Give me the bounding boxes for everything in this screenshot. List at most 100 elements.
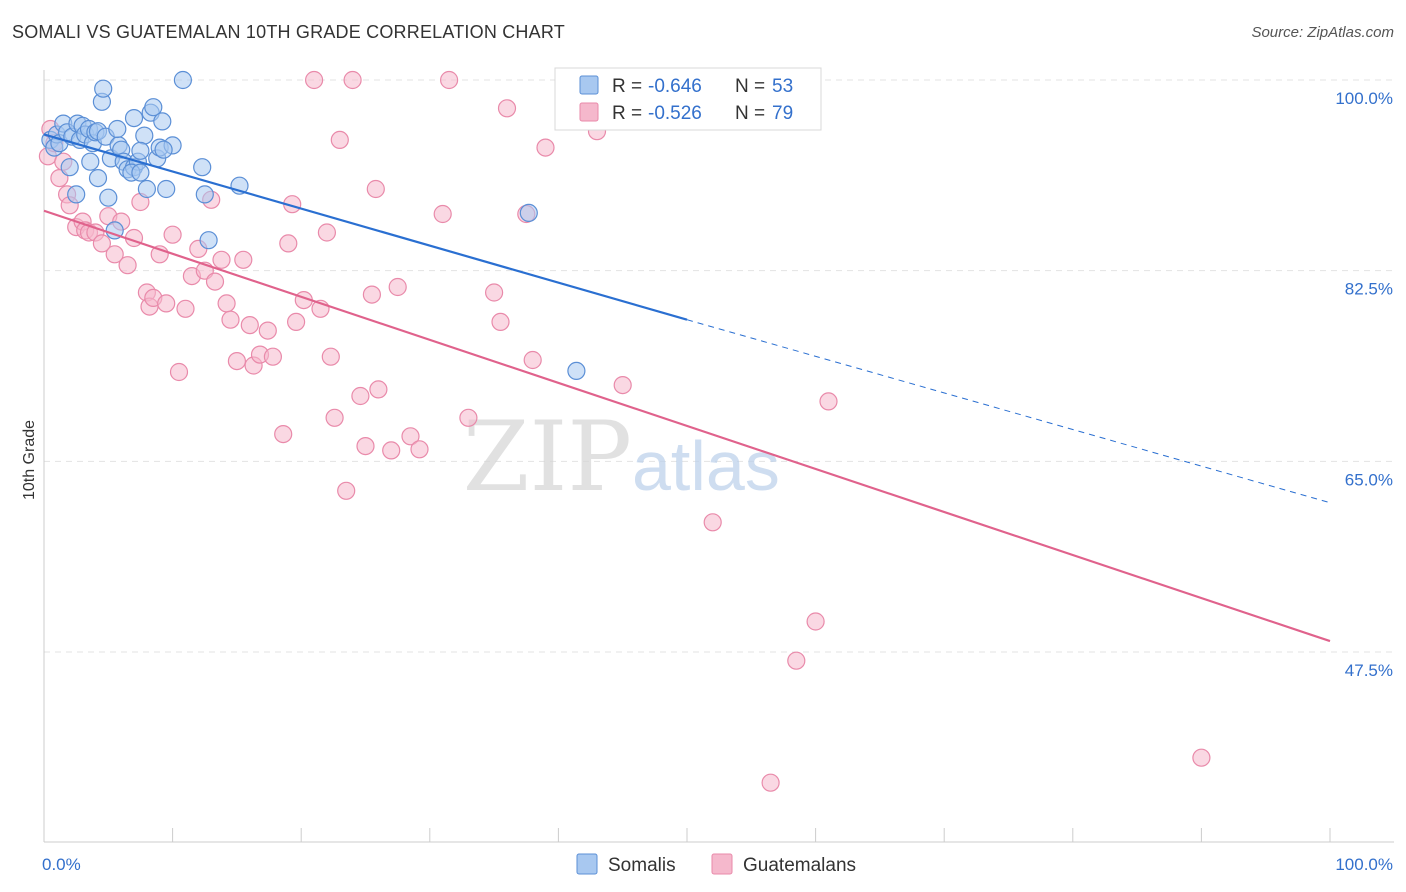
somali-point-42 xyxy=(173,70,192,90)
watermark-zip: ZIP xyxy=(463,401,632,513)
guatemalan-point-74 xyxy=(703,513,722,532)
guatemalan-point-59 xyxy=(369,380,388,399)
trend-guatemalans xyxy=(43,209,1331,643)
somali-point-43 xyxy=(193,158,212,177)
guatemalan-point-32 xyxy=(212,250,231,269)
legend-n-value-somalis: 53 xyxy=(772,76,793,97)
axes xyxy=(43,70,1394,843)
guatemalan-extra-point-0 xyxy=(440,70,459,90)
guatemalan-point-77 xyxy=(787,651,806,670)
x-tick-label-1: 100.0% xyxy=(1335,855,1393,874)
bottom-legend-swatch-somalis xyxy=(576,853,598,875)
guatemalan-point-51 xyxy=(325,408,344,427)
guatemalan-point-64 xyxy=(433,204,452,224)
guatemalan-point-25 xyxy=(169,362,189,382)
guatemalan-point-42 xyxy=(274,425,293,444)
bottom-legend-swatch-guatemalans xyxy=(711,853,733,875)
guatemalan-point-63 xyxy=(410,440,429,459)
somali-point-51 xyxy=(519,203,538,222)
x-tick-labels: 0.0% 100.0% xyxy=(42,855,1393,874)
guatemalan-point-37 xyxy=(240,316,259,335)
guatemalan-point-68 xyxy=(497,99,517,118)
trend-somalis xyxy=(43,133,688,321)
somali-point-46 xyxy=(124,108,144,128)
guatemalan-point-70 xyxy=(523,350,542,370)
somali-point-16 xyxy=(88,169,108,188)
somali-point-45 xyxy=(199,231,218,250)
series-legend: Somalis Guatemalans xyxy=(576,853,856,876)
somali-point-29 xyxy=(108,119,127,139)
somali-point-52 xyxy=(567,361,586,380)
guatemalan-point-47 xyxy=(305,70,324,90)
somali-point-44 xyxy=(195,185,214,204)
legend-n-value-guatemalans: 79 xyxy=(772,103,793,124)
guatemalan-point-35 xyxy=(227,352,246,371)
legend-n-label-somalis: N = xyxy=(735,76,765,97)
somali-point-48 xyxy=(154,140,173,159)
guatemalan-point-12 xyxy=(92,234,112,253)
somali-point-6 xyxy=(60,158,79,177)
somali-point-17 xyxy=(81,152,100,171)
legend-r-value-somalis: -0.646 xyxy=(648,76,702,97)
guatemalan-point-33 xyxy=(217,294,236,313)
guatemalan-point-24 xyxy=(163,225,182,244)
y-tick-labels: 100.0% 82.5% 65.0% 47.5% xyxy=(1335,89,1393,680)
guatemalan-point-58 xyxy=(366,179,385,199)
chart-source: Source: ZipAtlas.com xyxy=(1251,24,1394,41)
y-tick-label-0: 100.0% xyxy=(1335,89,1393,108)
legend-r-label-guatemalans: R = xyxy=(612,103,642,124)
legend-swatch-guatemalans xyxy=(579,102,599,122)
guatemalan-point-34 xyxy=(221,310,240,329)
legend-r-label-somalis: R = xyxy=(612,76,642,97)
guatemalan-point-41 xyxy=(263,347,282,366)
guatemalan-point-43 xyxy=(279,234,298,253)
watermark: ZIP atlas xyxy=(463,401,780,513)
guatemalan-point-52 xyxy=(330,130,349,149)
guatemalan-point-26 xyxy=(176,299,195,318)
guatemalan-point-57 xyxy=(362,285,381,304)
somali-point-32 xyxy=(135,126,154,145)
somali-point-19 xyxy=(94,79,113,98)
guatemalan-point-40 xyxy=(258,321,277,340)
bottom-legend-guatemalans: Guatemalans xyxy=(743,855,856,876)
somali-point-33 xyxy=(137,179,156,199)
somali-point-39 xyxy=(153,112,172,131)
legend-n-label-guatemalans: N = xyxy=(735,103,765,124)
stats-legend: R = -0.646 N = 53 R = -0.526 N = 79 xyxy=(554,67,822,131)
somali-point-49 xyxy=(131,163,150,182)
guatemalan-point-76 xyxy=(819,392,838,411)
guatemalan-point-62 xyxy=(401,427,420,446)
guatemalan-point-31 xyxy=(205,272,225,291)
guatemalan-point-73 xyxy=(613,376,632,395)
guatemalan-point-78 xyxy=(761,773,780,792)
bottom-legend-somalis: Somalis xyxy=(608,855,676,876)
y-tick-label-1: 82.5% xyxy=(1345,280,1393,299)
somali-point-8 xyxy=(67,185,86,204)
series-guatemalans xyxy=(38,70,1211,792)
guatemalan-point-23 xyxy=(157,294,176,313)
y-tick-label-2: 65.0% xyxy=(1345,470,1393,489)
legend-swatch-somalis xyxy=(579,75,599,95)
x-tick-label-0: 0.0% xyxy=(42,855,81,874)
guatemalan-point-16 xyxy=(118,256,137,275)
trend-somalis-extension xyxy=(686,319,1331,504)
guatemalan-point-75 xyxy=(806,612,825,631)
guatemalan-point-56 xyxy=(356,437,375,456)
guatemalan-point-60 xyxy=(382,441,401,460)
guatemalan-point-49 xyxy=(317,223,336,242)
guatemalan-point-45 xyxy=(287,312,306,331)
chart-title: SOMALI VS GUATEMALAN 10TH GRADE CORRELAT… xyxy=(12,22,565,42)
guatemalan-point-61 xyxy=(388,277,407,297)
guatemalan-point-50 xyxy=(321,347,340,366)
guatemalan-point-66 xyxy=(485,283,504,302)
somali-point-36 xyxy=(131,141,150,160)
guatemalan-point-53 xyxy=(337,481,356,500)
guatemalan-point-71 xyxy=(536,138,555,157)
somali-point-35 xyxy=(144,98,163,117)
guatemalan-point-36 xyxy=(234,250,253,269)
guatemalan-point-55 xyxy=(351,386,370,406)
trend-lines xyxy=(43,133,1331,643)
series-somalis xyxy=(41,70,586,380)
watermark-atlas: atlas xyxy=(632,427,780,505)
